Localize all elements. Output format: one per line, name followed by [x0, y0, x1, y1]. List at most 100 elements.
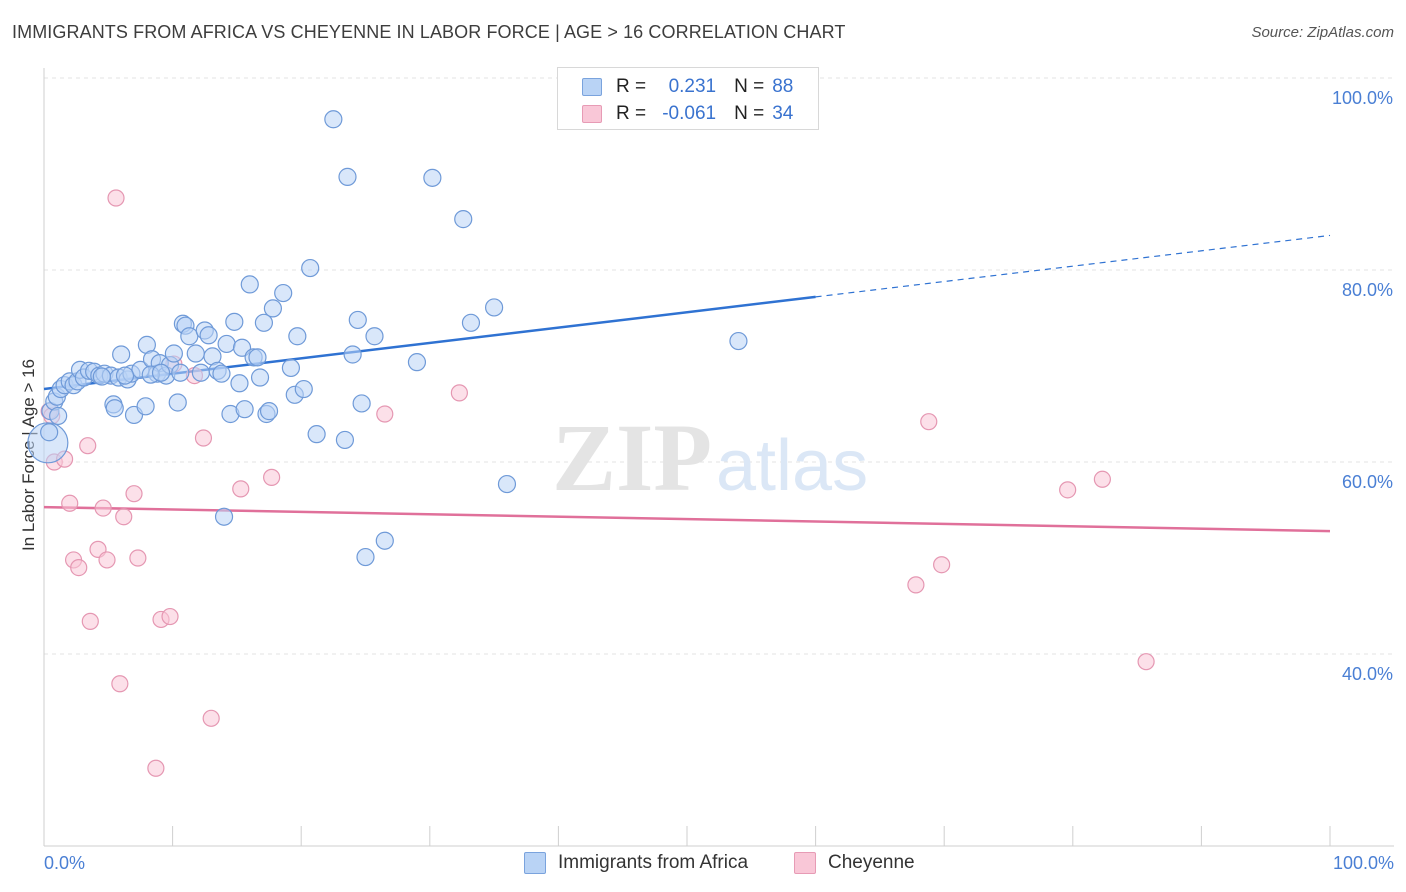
x-ticks	[43, 826, 1331, 846]
cheyenne-point	[79, 437, 97, 455]
africa-point	[40, 423, 59, 442]
watermark: ZIP atlas	[552, 404, 868, 511]
africa-point	[356, 547, 375, 567]
africa-points	[27, 110, 748, 567]
cheyenne-point	[81, 612, 99, 630]
africa-point	[151, 363, 171, 382]
africa-point	[168, 393, 187, 412]
legend-row-africa: R = 0.231 N = 88	[582, 74, 793, 100]
africa-point	[365, 327, 384, 346]
africa-point	[136, 397, 155, 416]
africa-point	[375, 531, 394, 550]
africa-point	[115, 366, 135, 385]
cheyenne-point	[1093, 470, 1111, 488]
africa-point	[214, 507, 234, 526]
africa-point	[461, 313, 481, 332]
cheyenne-point	[125, 485, 143, 503]
cheyenne-point	[376, 405, 394, 423]
africa-point	[343, 345, 362, 364]
cheyenne-point	[115, 508, 133, 526]
africa-point	[497, 474, 517, 494]
africa-point	[235, 400, 254, 419]
africa-point	[254, 313, 274, 332]
r-value: 0.231	[668, 76, 717, 97]
africa-point	[324, 110, 343, 129]
africa-point	[274, 283, 293, 303]
y-axis-title: In Labor Force | Age > 16	[19, 359, 38, 551]
africa-point	[164, 344, 183, 363]
y-tick-labels: 40.0% 60.0% 80.0% 100.0%	[1332, 88, 1393, 684]
series-legend: Immigrants from Africa Cheyenne	[0, 852, 1406, 878]
cheyenne-point	[107, 189, 125, 207]
r-label: R =	[616, 103, 647, 124]
legend-label-africa: Immigrants from Africa	[558, 852, 749, 873]
legend-label-cheyenne: Cheyenne	[828, 852, 915, 873]
n-label: N =	[734, 103, 765, 124]
cheyenne-point	[1137, 653, 1155, 671]
cheyenne-point	[1059, 481, 1077, 499]
cheyenne-point	[232, 480, 250, 498]
watermark-zip: ZIP	[552, 404, 712, 511]
africa-point	[112, 345, 131, 364]
africa-trend-extension	[815, 234, 1331, 298]
cheyenne-point	[194, 429, 213, 447]
africa-point	[301, 258, 320, 278]
chart-title: IMMIGRANTS FROM AFRICA VS CHEYENNE IN LA…	[12, 22, 846, 42]
cheyenne-point	[70, 558, 88, 577]
africa-point	[92, 367, 111, 386]
africa-point	[240, 275, 259, 294]
africa-point	[180, 327, 199, 346]
cheyenne-point	[161, 607, 179, 626]
africa-point	[485, 298, 504, 317]
africa-point	[248, 348, 267, 367]
africa-point	[186, 344, 205, 363]
africa-point	[407, 353, 427, 372]
legend-item-cheyenne: Cheyenne	[794, 852, 915, 874]
africa-point	[230, 374, 249, 393]
cheyenne-point	[94, 499, 112, 517]
africa-point	[352, 394, 371, 413]
africa-point	[263, 299, 283, 318]
africa-point	[225, 312, 244, 331]
africa-point	[423, 168, 442, 187]
cheyenne-point	[98, 551, 116, 569]
africa-point	[191, 363, 210, 382]
n-value: 34	[772, 103, 794, 124]
correlation-legend: R = 0.231 N = 88 R = -0.061 N = 34	[557, 67, 819, 130]
cheyenne-point	[147, 759, 165, 777]
cheyenne-legend-swatch-icon	[794, 852, 816, 874]
cheyenne-point	[920, 413, 938, 431]
africa-point	[288, 327, 307, 346]
cheyenne-trend-line	[43, 505, 1331, 533]
africa-point	[307, 425, 326, 444]
legend-item-africa: Immigrants from Africa	[524, 852, 748, 874]
africa-point	[171, 363, 190, 382]
y-tick-label: 80.0%	[1342, 280, 1393, 300]
africa-legend-swatch-icon	[524, 852, 546, 874]
africa-point	[212, 364, 231, 383]
cheyenne-point	[202, 709, 220, 727]
africa-point	[335, 430, 355, 450]
africa-point	[105, 399, 124, 418]
africa-point	[729, 331, 748, 351]
n-value: 88	[772, 76, 794, 97]
cheyenne-point	[61, 494, 79, 512]
cheyenne-point	[907, 576, 925, 594]
africa-point	[259, 402, 279, 421]
y-tick-label: 60.0%	[1342, 472, 1393, 492]
africa-point	[348, 310, 367, 330]
cheyenne-point	[111, 675, 129, 693]
r-label: R =	[616, 76, 647, 97]
cheyenne-swatch-icon	[582, 105, 602, 123]
africa-point	[217, 334, 236, 354]
legend-row-cheyenne: R = -0.061 N = 34	[582, 101, 793, 127]
africa-point	[250, 368, 270, 387]
cheyenne-point	[263, 468, 281, 486]
africa-point	[454, 210, 473, 229]
africa-point	[199, 326, 218, 345]
africa-swatch-icon	[582, 78, 602, 96]
africa-point	[338, 167, 357, 186]
africa-point	[281, 358, 301, 378]
n-label: N =	[734, 76, 765, 97]
